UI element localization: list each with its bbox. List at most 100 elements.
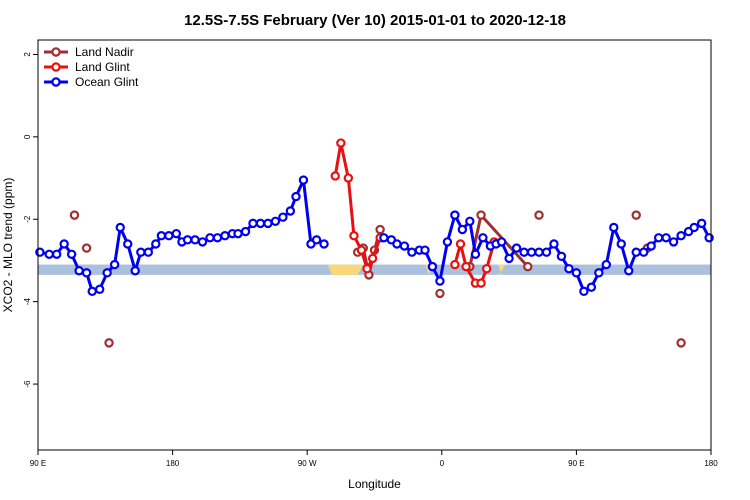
reference-band	[38, 264, 711, 275]
data-point	[476, 278, 486, 288]
data-point	[220, 231, 230, 241]
data-point	[35, 247, 45, 257]
band-highlight-0	[327, 264, 364, 275]
legend-marker	[51, 47, 61, 57]
data-point	[81, 243, 92, 253]
y-tick-label: 2	[23, 52, 32, 57]
x-tick-label: 90 W	[298, 459, 317, 468]
data-point	[534, 247, 544, 257]
data-point	[156, 231, 167, 241]
data-point	[240, 226, 251, 237]
x-tick-label: 0	[440, 459, 445, 468]
data-point	[519, 247, 529, 257]
series-ocean-glint	[35, 175, 714, 297]
data-point	[450, 210, 460, 220]
data-point	[461, 261, 471, 272]
legend-marker	[51, 77, 61, 87]
data-point	[59, 239, 69, 249]
data-point	[51, 249, 62, 259]
data-point	[435, 276, 445, 286]
y-tick-label: -4	[23, 298, 32, 306]
data-point	[263, 218, 273, 229]
data-point	[631, 247, 641, 257]
data-point	[594, 268, 604, 278]
x-tick-label: 90 E	[30, 459, 46, 468]
data-point	[523, 261, 533, 272]
data-point	[143, 247, 153, 257]
legend-item-ocean-glint: Ocean Glint	[44, 75, 139, 89]
data-point	[130, 266, 140, 276]
data-point	[455, 239, 466, 249]
data-point	[104, 338, 114, 348]
data-point	[653, 233, 664, 243]
data-point	[212, 233, 223, 243]
data-point	[704, 233, 714, 243]
data-point	[478, 233, 488, 243]
data-point	[526, 247, 537, 257]
data-point	[330, 171, 340, 181]
data-point	[420, 245, 430, 255]
data-point	[646, 241, 656, 251]
data-point	[511, 243, 522, 253]
data-point	[136, 247, 146, 257]
data-point	[556, 251, 567, 262]
data-point	[115, 222, 125, 233]
data-point	[579, 286, 589, 297]
data-point	[74, 266, 84, 276]
data-point	[586, 282, 597, 292]
data-point	[94, 284, 105, 294]
data-point	[291, 191, 301, 202]
plot-frame	[37, 39, 712, 451]
data-point	[541, 247, 552, 257]
data-point	[496, 237, 507, 247]
legend-label: Land Nadir	[75, 45, 134, 59]
legend-marker	[51, 62, 61, 72]
data-point	[278, 212, 288, 222]
data-point	[270, 216, 281, 227]
data-point	[349, 231, 359, 241]
data-point	[81, 268, 92, 278]
data-point	[399, 241, 410, 251]
data-point	[379, 233, 389, 243]
data-point	[668, 237, 679, 247]
data-point	[343, 173, 354, 183]
legend-item-land-nadir: Land Nadir	[44, 45, 134, 59]
series-land-glint	[330, 138, 499, 288]
data-point	[233, 228, 243, 239]
x-tick-label: 180	[166, 459, 180, 468]
data-point	[190, 235, 200, 245]
legend-label: Ocean Glint	[75, 75, 139, 89]
data-point	[109, 259, 120, 270]
data-point	[601, 259, 612, 270]
data-point	[87, 286, 97, 297]
data-point	[631, 210, 641, 220]
data-point	[182, 235, 193, 245]
data-point	[248, 218, 258, 229]
chart-title: 12.5S-7.5S February (Ver 10) 2015-01-01 …	[184, 12, 566, 29]
x-tick-label: 90 E	[568, 459, 584, 468]
x-tick-label: 180	[704, 459, 718, 468]
data-point	[549, 239, 559, 249]
data-point	[311, 235, 322, 245]
data-point	[407, 247, 417, 257]
data-point	[336, 138, 346, 148]
data-point	[450, 259, 460, 270]
plot-area	[35, 138, 714, 348]
data-point	[66, 249, 77, 259]
data-point	[171, 228, 182, 239]
data-point	[392, 239, 402, 249]
data-point	[435, 288, 445, 299]
data-point	[375, 224, 385, 235]
data-point	[676, 231, 686, 241]
data-point	[689, 222, 699, 233]
data-point	[696, 218, 707, 229]
data-point	[476, 210, 486, 220]
data-point	[255, 218, 266, 229]
x-axis-label: Longitude	[348, 477, 401, 491]
data-point	[571, 268, 582, 278]
data-point	[151, 239, 161, 249]
series-land-nadir	[69, 210, 686, 348]
data-point	[123, 239, 133, 249]
